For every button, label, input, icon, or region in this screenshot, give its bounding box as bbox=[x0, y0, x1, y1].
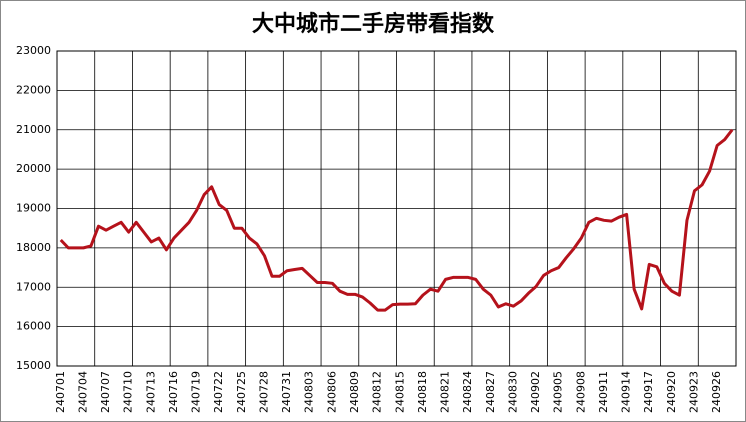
x-tick-label: 240809 bbox=[348, 371, 361, 413]
x-tick-label: 240713 bbox=[144, 371, 157, 413]
y-tick-label: 19000 bbox=[16, 202, 51, 215]
x-tick-label: 240818 bbox=[416, 371, 429, 413]
x-tick-label: 240815 bbox=[393, 371, 406, 413]
x-tick-label: 240923 bbox=[688, 371, 701, 413]
x-tick-label: 240911 bbox=[597, 371, 610, 413]
data-line bbox=[59, 128, 734, 312]
x-tick-label: 240821 bbox=[439, 371, 452, 413]
x-tick-label: 240728 bbox=[257, 371, 270, 413]
y-tick-label: 20000 bbox=[16, 162, 51, 175]
x-tick-label: 240707 bbox=[99, 371, 112, 413]
x-tick-label: 240914 bbox=[620, 371, 633, 413]
x-tick-label: 240812 bbox=[371, 371, 384, 413]
chart-title: 大中城市二手房带看指数 bbox=[252, 11, 495, 37]
x-tick-label: 240701 bbox=[54, 371, 67, 413]
y-tick-label: 16000 bbox=[16, 320, 51, 333]
x-tick-label: 240722 bbox=[212, 371, 225, 413]
x-tick-label: 240905 bbox=[552, 371, 565, 413]
x-tick-label: 240827 bbox=[484, 371, 497, 413]
x-tick-label: 240917 bbox=[642, 371, 655, 413]
plot-frame bbox=[56, 50, 737, 367]
y-tick-label: 15000 bbox=[16, 359, 51, 372]
y-tick-label: 18000 bbox=[16, 241, 51, 254]
x-tick-label: 240920 bbox=[665, 371, 678, 413]
x-tick-label: 240806 bbox=[325, 371, 338, 413]
y-tick-label: 17000 bbox=[16, 280, 51, 293]
x-tick-label: 240830 bbox=[506, 371, 519, 413]
x-tick-label: 240725 bbox=[235, 371, 248, 413]
x-tick-label: 240716 bbox=[167, 371, 180, 413]
y-tick-label: 22000 bbox=[16, 83, 51, 96]
x-tick-label: 240803 bbox=[303, 371, 316, 413]
x-tick-label: 240908 bbox=[574, 371, 587, 413]
y-tick-label: 23000 bbox=[16, 44, 51, 57]
x-tick-label: 240731 bbox=[280, 371, 293, 413]
y-tick-label: 21000 bbox=[16, 123, 51, 136]
x-tick-label: 240710 bbox=[122, 371, 135, 413]
x-tick-label: 240926 bbox=[710, 371, 723, 413]
x-tick-label: 240704 bbox=[76, 371, 89, 413]
x-tick-label: 240824 bbox=[461, 371, 474, 413]
x-tick-label: 240902 bbox=[529, 371, 542, 413]
x-tick-label: 240719 bbox=[190, 371, 203, 413]
